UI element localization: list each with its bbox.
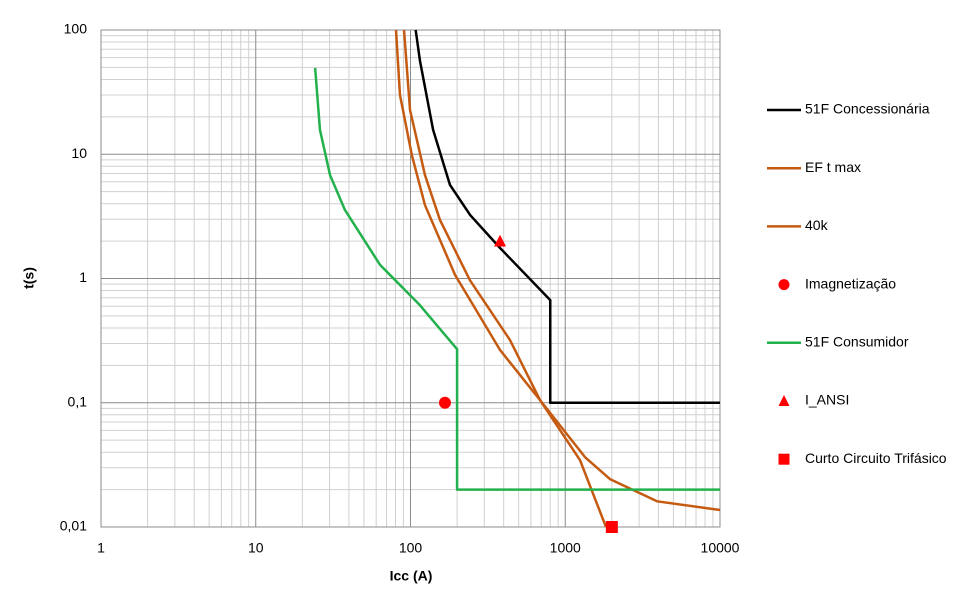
y-axis-title: t(s) xyxy=(21,267,37,289)
legend-label: 51F Consumidor xyxy=(805,334,909,350)
marker xyxy=(778,453,790,465)
y-tick-label: 100 xyxy=(64,21,88,37)
series-line xyxy=(394,29,608,528)
x-tick-label: 1 xyxy=(97,540,105,556)
marker xyxy=(605,521,618,533)
x-tick-label: 1000 xyxy=(550,540,581,556)
series-line xyxy=(313,67,720,491)
x-tick-label: 10 xyxy=(248,540,264,556)
series-line xyxy=(414,29,720,404)
y-tick-label: 1 xyxy=(79,269,87,285)
y-tick-label: 0,1 xyxy=(68,393,88,409)
grid xyxy=(100,29,721,528)
marker xyxy=(494,234,507,247)
x-tick-label: 10000 xyxy=(701,540,740,556)
legend-label: 40k xyxy=(805,217,829,233)
marker xyxy=(778,395,790,406)
series-line xyxy=(402,29,721,512)
y-tick-label: 10 xyxy=(71,145,87,161)
legend-label: I_ANSI xyxy=(805,392,849,408)
legend-label: Imagnetização xyxy=(805,275,896,291)
marker xyxy=(438,396,451,409)
legend-label: EF t max xyxy=(805,159,861,175)
marker xyxy=(778,279,790,291)
plot-border xyxy=(100,29,721,528)
x-axis-title: Icc (A) xyxy=(390,568,433,584)
legend-label: 51F Concessionária xyxy=(805,101,930,117)
y-tick-label: 0,01 xyxy=(60,518,87,534)
x-tick-label: 100 xyxy=(399,540,423,556)
legend-label: Curto Circuito Trifásico xyxy=(805,450,947,466)
